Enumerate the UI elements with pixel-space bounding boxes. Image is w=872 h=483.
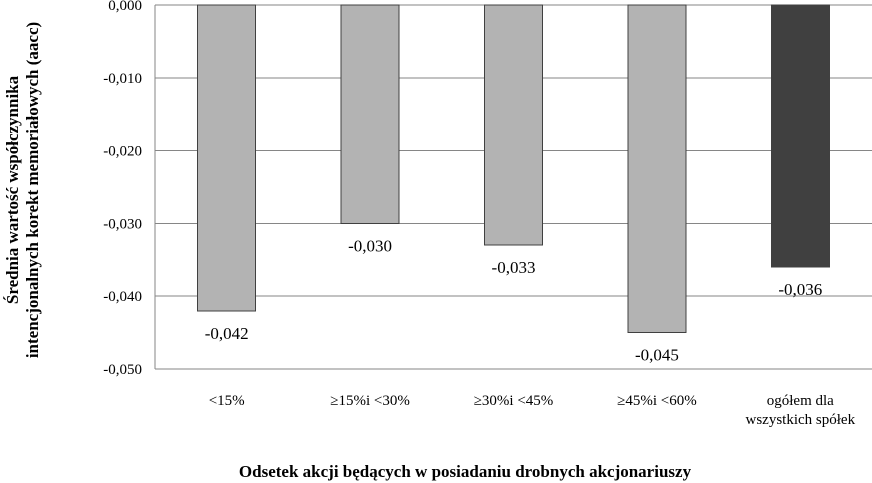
y-tick-labels: 0,000 -0,010 -0,020 -0,030 -0,040 -0,050 [103,0,142,378]
y-tick-label: 0,000 [108,0,142,14]
y-tick-label: -0,050 [103,362,142,378]
bar [484,4,543,246]
data-label: -0,036 [778,280,822,299]
x-tick-label: ≥30%i <45% [474,393,554,409]
y-tick-label: -0,040 [103,289,142,305]
x-tick-label: ogółem dla [767,393,834,409]
data-label: -0,030 [348,236,392,255]
value-labels: -0,042 -0,030 -0,033 -0,045 -0,036 [205,236,823,364]
y-axis-title: Średnia wartość współczynnika intencjonal… [3,22,42,358]
data-label: -0,033 [492,258,536,277]
y-tick-label: -0,020 [103,144,142,160]
bar [197,4,257,312]
y-tick-label: -0,030 [103,216,142,232]
x-tick-label: wszystkich spółek [746,412,856,428]
bars [197,4,830,334]
x-axis-title: Odsetek akcji będących w posiadaniu drob… [239,462,692,481]
data-label: -0,042 [205,324,249,343]
y-axis-title-line: Średnia wartość współczynnika [3,75,22,304]
x-tick-label: ≥15%i <30% [330,393,410,409]
bar [340,4,400,224]
x-tick-label: ≥45%i <60% [617,393,697,409]
x-tick-label: <15% [209,393,245,409]
y-axis-title-line: intencjonalnych korekt memoriałowych (aa… [23,22,42,358]
y-tick-label: -0,010 [103,71,142,87]
bar [627,4,687,334]
data-label: -0,045 [635,346,679,365]
category-labels: <15% ≥15%i <30% ≥30%i <45% ≥45%i <60% ogółem… [209,393,856,428]
bar [770,4,830,268]
